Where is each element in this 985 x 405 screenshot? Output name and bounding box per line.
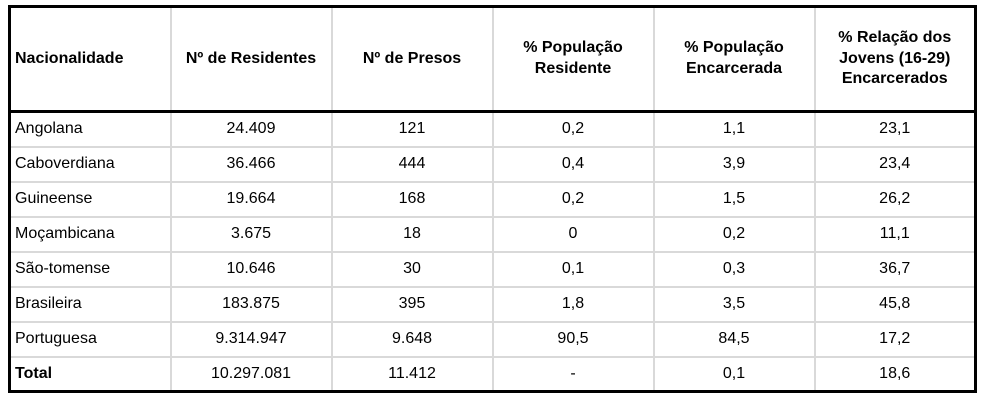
cell-pct-resident: 0,1: [491, 250, 655, 288]
cell-prisoners: 168: [330, 180, 494, 218]
cell-nationality: Guineense: [8, 180, 172, 218]
cell-pct-incarcerated: 3,5: [652, 285, 816, 323]
table-row: Portuguesa 9.314.947 9.648 90,5 84,5 17,…: [8, 320, 977, 358]
column-header-prisoners: Nº de Presos: [330, 5, 494, 113]
cell-pct-resident: 0,2: [491, 110, 655, 148]
nationality-incarceration-table: Nacionalidade Nº de Residentes Nº de Pre…: [8, 5, 977, 393]
cell-pct-youth: 45,8: [813, 285, 977, 323]
cell-pct-youth: 23,1: [813, 110, 977, 148]
cell-pct-incarcerated: 0,2: [652, 215, 816, 253]
cell-nationality: Caboverdiana: [8, 145, 172, 183]
cell-pct-incarcerated: 1,1: [652, 110, 816, 148]
cell-prisoners: 30: [330, 250, 494, 288]
cell-nationality: Brasileira: [8, 285, 172, 323]
cell-nationality: São-tomense: [8, 250, 172, 288]
column-header-residents: Nº de Residentes: [169, 5, 333, 113]
table-row: Guineense 19.664 168 0,2 1,5 26,2: [8, 180, 977, 218]
cell-residents: 183.875: [169, 285, 333, 323]
cell-nationality: Portuguesa: [8, 320, 172, 358]
cell-pct-youth: 17,2: [813, 320, 977, 358]
cell-pct-youth: 18,6: [813, 355, 977, 393]
cell-pct-youth: 11,1: [813, 215, 977, 253]
table-row: São-tomense 10.646 30 0,1 0,3 36,7: [8, 250, 977, 288]
cell-pct-resident: 1,8: [491, 285, 655, 323]
column-header-pct-resident: % População Residente: [491, 5, 655, 113]
cell-residents: 24.409: [169, 110, 333, 148]
cell-nationality: Total: [8, 355, 172, 393]
cell-pct-resident: -: [491, 355, 655, 393]
cell-residents: 10.297.081: [169, 355, 333, 393]
column-header-nationality: Nacionalidade: [8, 5, 172, 113]
cell-pct-incarcerated: 0,3: [652, 250, 816, 288]
table-row: Caboverdiana 36.466 444 0,4 3,9 23,4: [8, 145, 977, 183]
cell-pct-resident: 0,4: [491, 145, 655, 183]
cell-nationality: Moçambicana: [8, 215, 172, 253]
cell-prisoners: 395: [330, 285, 494, 323]
cell-pct-resident: 0: [491, 215, 655, 253]
cell-pct-incarcerated: 3,9: [652, 145, 816, 183]
cell-pct-resident: 90,5: [491, 320, 655, 358]
cell-residents: 19.664: [169, 180, 333, 218]
cell-pct-resident: 0,2: [491, 180, 655, 218]
cell-prisoners: 444: [330, 145, 494, 183]
cell-pct-incarcerated: 84,5: [652, 320, 816, 358]
table-row: Moçambicana 3.675 18 0 0,2 11,1: [8, 215, 977, 253]
cell-prisoners: 121: [330, 110, 494, 148]
cell-prisoners: 11.412: [330, 355, 494, 393]
header-row: Nacionalidade Nº de Residentes Nº de Pre…: [8, 5, 977, 113]
cell-residents: 9.314.947: [169, 320, 333, 358]
cell-pct-incarcerated: 1,5: [652, 180, 816, 218]
cell-pct-incarcerated: 0,1: [652, 355, 816, 393]
cell-prisoners: 18: [330, 215, 494, 253]
table-container: Nacionalidade Nº de Residentes Nº de Pre…: [8, 5, 977, 393]
cell-residents: 10.646: [169, 250, 333, 288]
column-header-pct-youth: % Relação dos Jovens (16-29) Encarcerado…: [813, 5, 977, 113]
cell-residents: 3.675: [169, 215, 333, 253]
cell-residents: 36.466: [169, 145, 333, 183]
cell-prisoners: 9.648: [330, 320, 494, 358]
cell-pct-youth: 23,4: [813, 145, 977, 183]
table-row: Angolana 24.409 121 0,2 1,1 23,1: [8, 110, 977, 148]
cell-nationality: Angolana: [8, 110, 172, 148]
table-row-total: Total 10.297.081 11.412 - 0,1 18,6: [8, 355, 977, 393]
table-row: Brasileira 183.875 395 1,8 3,5 45,8: [8, 285, 977, 323]
cell-pct-youth: 26,2: [813, 180, 977, 218]
column-header-pct-incarcerated: % População Encarcerada: [652, 5, 816, 113]
cell-pct-youth: 36,7: [813, 250, 977, 288]
